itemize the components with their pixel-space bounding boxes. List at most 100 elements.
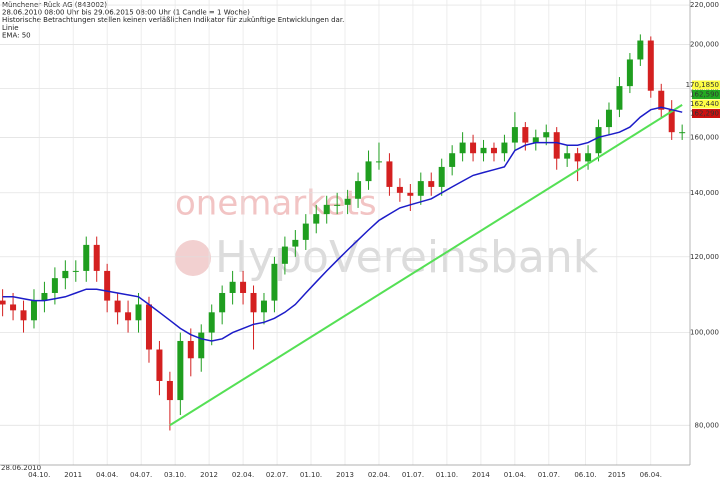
x-tick-label: 04.04. [96, 471, 118, 479]
x-tick-label: 04.07. [130, 471, 152, 479]
x-tick-label: 01.07. [402, 471, 424, 479]
price-label-box [692, 99, 720, 109]
candle-body [104, 270, 111, 301]
candle-body [302, 223, 309, 240]
candle-body [240, 281, 247, 293]
candle-body [626, 59, 633, 87]
candle-body [532, 137, 539, 143]
header-line: EMA: 50 [2, 31, 31, 39]
candle-body [438, 166, 445, 187]
x-tick-label: 06.10. [574, 471, 596, 479]
candle-body [490, 147, 497, 154]
price-label: 162,440 [690, 100, 719, 108]
candle-body [396, 186, 403, 193]
candle-body [375, 161, 382, 163]
x-tick-label: 01.10. [300, 471, 322, 479]
candle-body [271, 263, 278, 301]
candle-body [428, 181, 435, 187]
candle-body [135, 304, 142, 321]
x-tick-label: 01.04. [504, 471, 526, 479]
candle-body [595, 127, 602, 154]
candle-body [30, 300, 37, 321]
candle-body [187, 340, 194, 359]
candle-body [668, 109, 675, 133]
ema-line [2, 106, 683, 342]
candle-body [386, 161, 393, 187]
candle-body [41, 292, 48, 301]
x-tick-label: 06.04. [640, 471, 662, 479]
x-tick-label: 2014 [472, 471, 490, 479]
y-tick-label: 140,000 [690, 189, 719, 197]
watermark-text: onemarkets [175, 184, 377, 224]
candle-body [647, 40, 654, 91]
header-line: 28.06.2010 08:00 Uhr bis 29.06.2015 08:0… [2, 9, 250, 17]
candle-body [229, 281, 236, 293]
x-tick-label: 03.10. [164, 471, 186, 479]
x-tick-label: 2013 [336, 471, 354, 479]
watermark: onemarkets HypoVereinsbank [175, 184, 599, 283]
candle-body [564, 153, 571, 159]
candle-body [501, 142, 508, 154]
candle-body [250, 292, 257, 313]
candle-body [292, 239, 299, 247]
candle-body [334, 204, 341, 206]
price-label: 170,1850 [686, 81, 719, 89]
watermark-text: HypoVereinsbank [215, 232, 599, 283]
candle-body [156, 349, 163, 381]
candle-body [93, 244, 100, 271]
candle-body [125, 312, 132, 321]
price-label-box [692, 109, 720, 118]
candle-body [522, 127, 529, 143]
candle-body [344, 198, 351, 205]
candle-body [198, 332, 205, 359]
candle-body [323, 204, 330, 215]
price-label-box [692, 80, 720, 90]
header-line: Linie [2, 24, 19, 32]
y-tick-label: 220,000 [690, 1, 719, 9]
candle-body [407, 192, 414, 196]
candle-body [543, 132, 550, 138]
candle-body [355, 181, 362, 199]
candle-body [0, 300, 6, 305]
x-tick-label: 01.07. [538, 471, 560, 479]
y-tick-label: 200,000 [690, 41, 719, 49]
trend-line [169, 104, 683, 427]
x-tick-label: 2015 [608, 471, 626, 479]
candle-body [72, 270, 79, 272]
x-tick-label: 02.07. [266, 471, 288, 479]
candle-body [365, 161, 372, 182]
candle-body [62, 270, 69, 279]
candle-body [449, 153, 456, 167]
x-start-label: 28.06.2010 [1, 464, 41, 472]
candle-body [313, 214, 320, 224]
candle-body [417, 181, 424, 196]
candle-body [553, 132, 560, 159]
candle-body [219, 292, 226, 313]
candle-body [166, 380, 173, 401]
candle-body [208, 312, 215, 333]
candle-body [20, 310, 27, 321]
x-tick-label: 2011 [64, 471, 82, 479]
candle-body [511, 127, 518, 143]
x-tick-label: 04.10. [28, 471, 50, 479]
candle-body [658, 90, 665, 110]
logo [175, 240, 211, 276]
candle-body [616, 86, 623, 110]
candle-body [51, 278, 58, 293]
candle-body [585, 153, 592, 162]
price-label: 162,290 [690, 110, 719, 118]
candle-body [574, 153, 581, 162]
x-tick-label: 01.10. [436, 471, 458, 479]
candle-body [114, 300, 121, 313]
x-tick-label: 02.04. [232, 471, 254, 479]
x-tick-label: 02.04. [368, 471, 390, 479]
y-tick-label: 80,000 [695, 421, 720, 429]
y-tick-label: 160,000 [690, 133, 719, 141]
candle-body [260, 300, 267, 313]
candle-body [605, 109, 612, 128]
candle-body [637, 40, 644, 60]
candle-body [83, 244, 90, 271]
candle-body [480, 147, 487, 154]
